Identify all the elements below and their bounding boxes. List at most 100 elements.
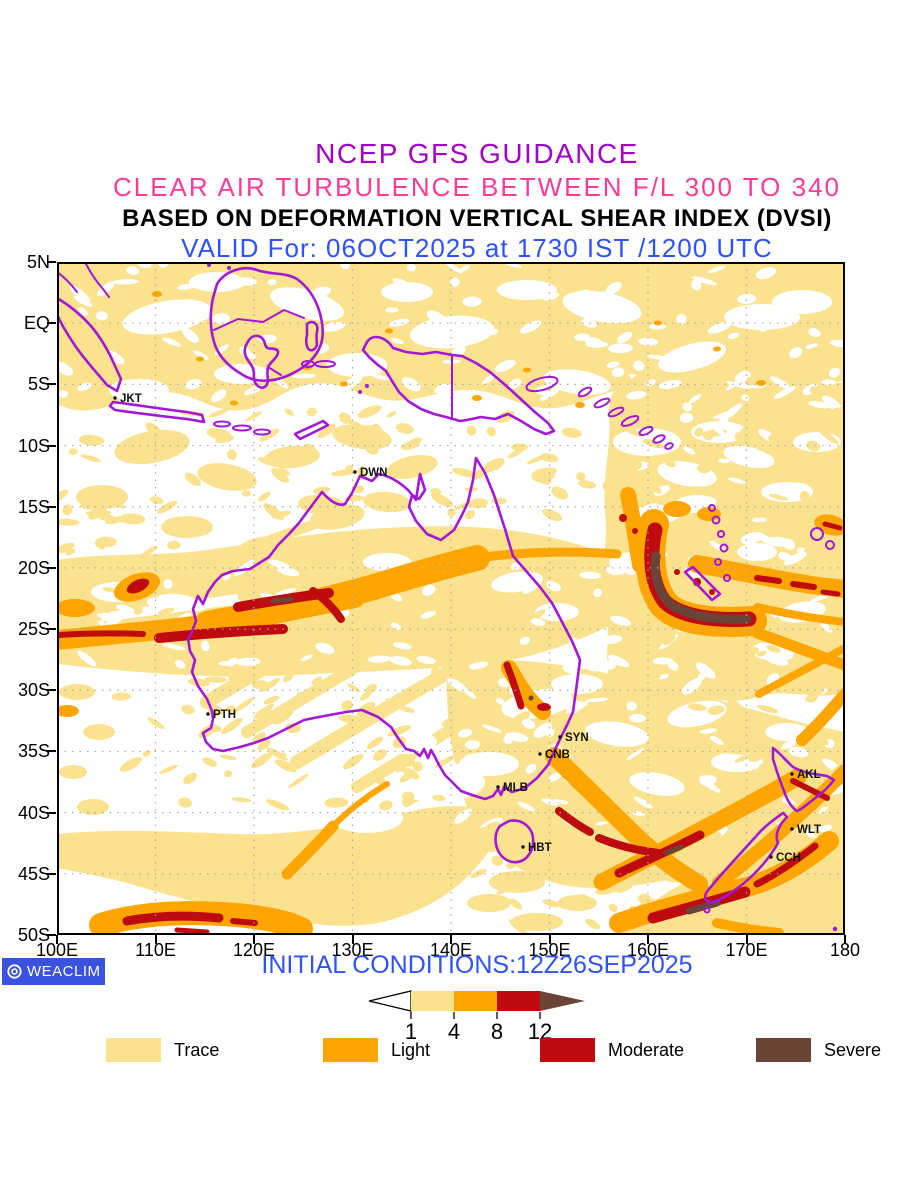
moderate-turbulence-layer [57, 514, 843, 935]
lat-tick-mark [47, 383, 56, 386]
title-model: NCEP GFS GUIDANCE [315, 138, 639, 169]
city-label-jkt: JKT [120, 393, 142, 405]
lon-tick-label: 130E [331, 940, 374, 960]
title-phenomenon: CLEAR AIR TURBULENCE BETWEEN F/L 300 TO … [112, 172, 842, 202]
lon-tick-mark [745, 935, 748, 944]
legend-item-moderate: Moderate [540, 1038, 684, 1062]
city-marker-hbt [521, 845, 525, 849]
lat-tick-label: 5S [27, 374, 50, 395]
coastlines [57, 262, 838, 932]
city-labels: JKT DWN PTH SYN CNB MLB HBT AKL WLT CCH [113, 393, 821, 864]
city-label-wlt: WLT [797, 824, 821, 836]
city-marker-cch [769, 855, 773, 859]
weaclim-logo-icon [7, 964, 22, 979]
lat-tick-mark [47, 261, 56, 263]
legend-item-severe: Severe [756, 1038, 881, 1062]
lon-tick-label: 100E [35, 940, 79, 960]
city-label-akl: AKL [797, 769, 821, 781]
scalebar-light-segment [454, 991, 497, 1011]
legend-label: Severe [824, 1040, 882, 1060]
initial-conditions-text: INITIAL CONDITIONS:12Z26SEP2025 [261, 951, 693, 979]
weaclim-logo: WEACLIM [2, 958, 105, 985]
scalebar-left-arrow [368, 990, 412, 1012]
lat-tick-mark [47, 628, 56, 631]
city-label-pth: PTH [213, 709, 236, 721]
city-marker-akl [790, 772, 794, 776]
lon-tick-mark [56, 935, 58, 944]
turbulence-scalebar: 1 4 8 12 [367, 989, 587, 1047]
lat-tick-label: 45S [17, 863, 50, 884]
map-area: JKT DWN PTH SYN CNB MLB HBT AKL WLT CCH [57, 262, 845, 935]
lat-tick-mark [47, 750, 56, 753]
city-marker-mlb [496, 785, 500, 789]
lon-tick-mark [154, 935, 157, 944]
map-frame [57, 262, 845, 935]
lat-tick-label: 15S [17, 496, 50, 517]
city-marker-dwn [353, 470, 357, 474]
legend-item-trace: Trace [106, 1038, 219, 1062]
title-method: BASED ON DEFORMATION VERTICAL SHEAR INDE… [122, 205, 832, 232]
legend-item-light: Light [323, 1038, 430, 1062]
city-marker-cnb [538, 752, 542, 756]
lat-tick-label: 35S [17, 741, 50, 762]
scalebar-tick-label: 4 [448, 1019, 460, 1044]
legend-swatch-trace [106, 1038, 161, 1062]
severe-turbulence-layer [270, 551, 752, 915]
lat-tick-label: 30S [17, 680, 50, 701]
turbulence-contour-map: JKT DWN PTH SYN CNB MLB HBT AKL WLT CCH [57, 262, 845, 935]
city-label-cch: CCH [776, 852, 801, 864]
lon-tick-label: 150E [528, 940, 571, 960]
lat-tick-label: EQ [23, 313, 50, 334]
lat-tick-label: 40S [17, 802, 50, 823]
lon-tick-label: 160E [626, 940, 670, 960]
city-marker-pth [206, 712, 210, 716]
legend-label: Light [391, 1040, 431, 1060]
scalebar-tick-label: 1 [405, 1019, 417, 1044]
title-valid-time: VALID For: 06OCT2025 at 1730 IST /1200 U… [181, 233, 773, 263]
lon-tick-mark [844, 935, 846, 944]
city-label-cnb: CNB [545, 749, 570, 761]
city-label-syn: SYN [565, 732, 589, 744]
lat-tick-mark [47, 689, 56, 692]
scalebar-tick-label: 8 [491, 1019, 503, 1044]
lat-tick-label: 5N [26, 252, 50, 272]
lat-tick-label: 25S [17, 619, 50, 640]
lat-tick-mark [47, 444, 56, 447]
city-label-hbt: HBT [528, 842, 552, 854]
lat-tick-mark [47, 505, 56, 508]
lon-tick-label: 170E [725, 940, 768, 960]
lat-tick-mark [47, 322, 56, 325]
weaclim-logo-text: WEACLIM [27, 963, 101, 980]
city-marker-syn [558, 735, 562, 739]
legend-swatch-light [323, 1038, 378, 1062]
lon-tick-label: 120E [232, 940, 276, 960]
legend-label: Trace [174, 1040, 220, 1060]
legend-label: Moderate [608, 1040, 685, 1060]
lat-tick-mark [47, 566, 56, 569]
lon-tick-mark [450, 935, 452, 944]
speckle-texture-layer [57, 262, 845, 935]
city-marker-jkt [113, 396, 117, 400]
legend-swatch-moderate [540, 1038, 595, 1062]
scalebar-moderate-segment [497, 991, 540, 1011]
turbulence-legend: Trace Light Moderate Severe [0, 1038, 900, 1064]
city-label-mlb: MLB [503, 782, 528, 794]
lon-tick-mark [548, 935, 551, 944]
lat-tick-mark [47, 934, 56, 936]
lon-tick-label: 180 [829, 940, 861, 960]
lon-tick-label: 140E [429, 940, 473, 960]
lon-tick-mark [253, 935, 255, 944]
lat-tick-label: 50S [17, 925, 50, 945]
lat-tick-mark [47, 811, 56, 814]
lat-tick-mark [47, 872, 56, 875]
scalebar-trace-segment [411, 991, 454, 1011]
lon-tick-mark [351, 935, 354, 944]
city-label-dwn: DWN [360, 467, 387, 479]
scalebar-graphic: 1 4 8 12 [368, 990, 585, 1044]
legend-swatch-severe [756, 1038, 811, 1062]
lat-tick-label: 20S [17, 557, 50, 578]
lon-tick-label: 110E [135, 940, 176, 960]
scalebar-severe-arrow [540, 991, 585, 1011]
city-marker-wlt [790, 827, 794, 831]
